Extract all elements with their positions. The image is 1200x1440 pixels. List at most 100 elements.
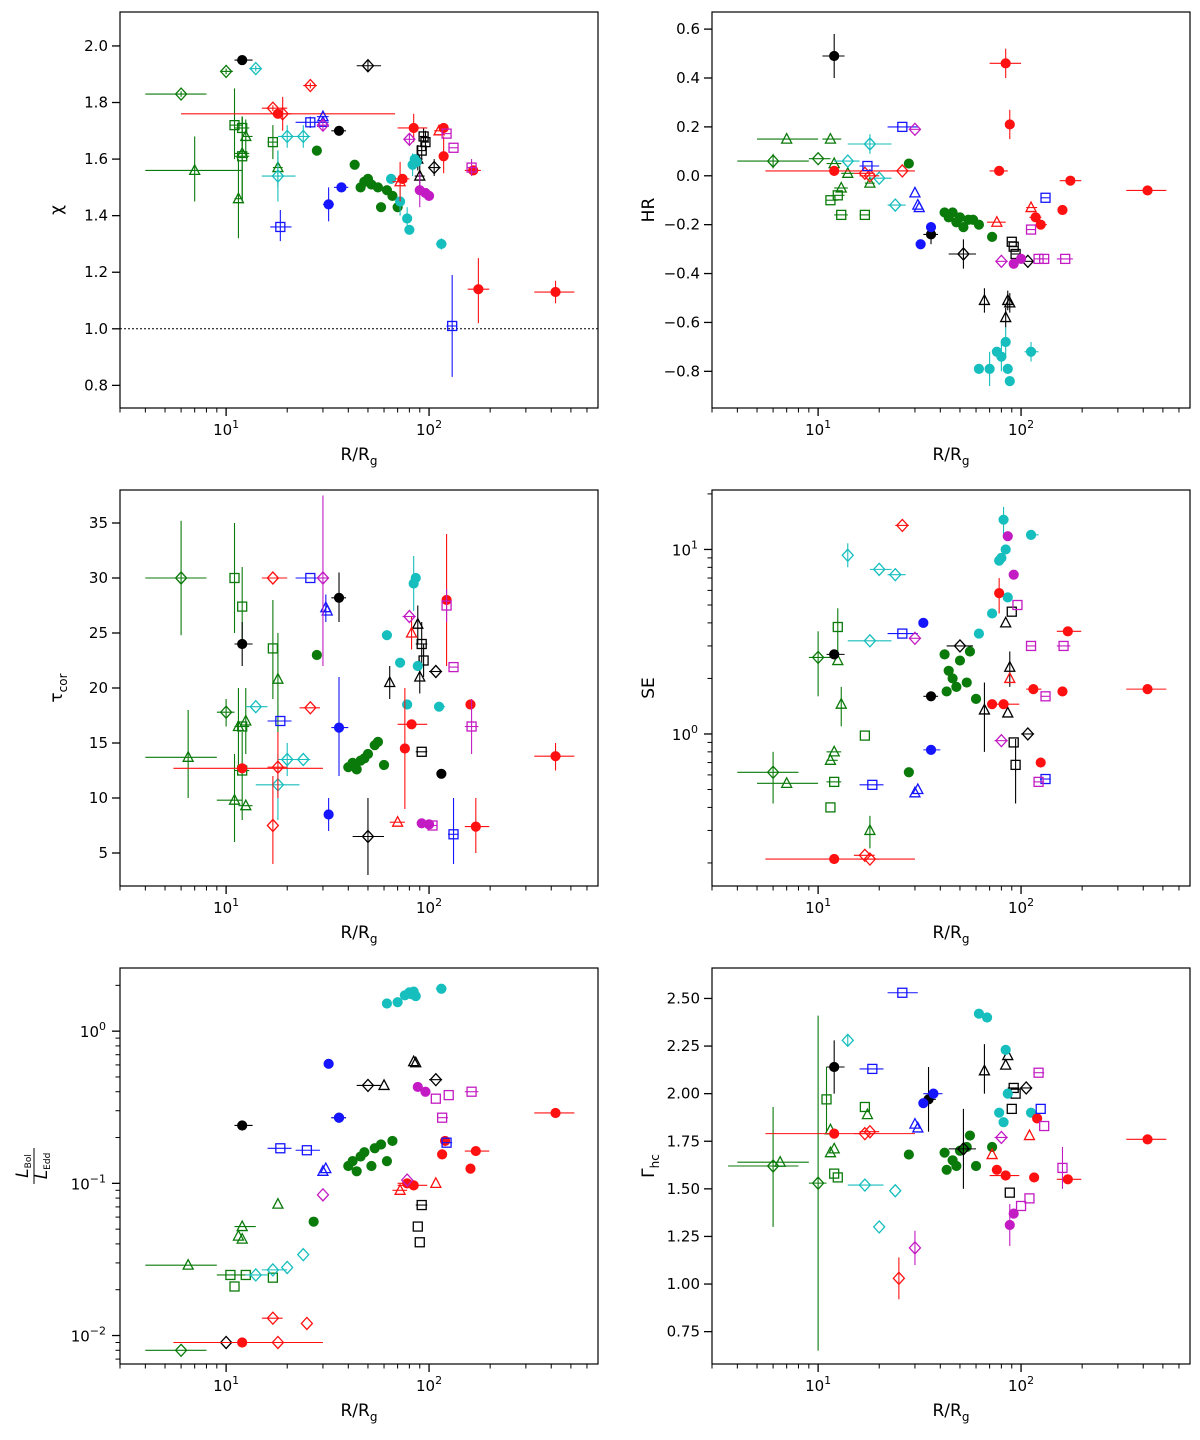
- x-axis-label: R/Rg: [341, 923, 378, 946]
- data-point-cyan-diamond: [872, 1219, 886, 1234]
- data-point-green-diamond: [174, 1343, 188, 1358]
- data-point-blue-square: [897, 628, 908, 639]
- data-point-black-square: [1004, 1187, 1015, 1198]
- data-point-cyan-diamond: [296, 752, 310, 767]
- data-point-red-diamond: [271, 1335, 285, 1350]
- y-tick-label: 1.6: [84, 150, 108, 168]
- data-point-magenta-square: [466, 1086, 477, 1097]
- data-point-green-triangle: [835, 697, 848, 709]
- x-tick-label: 101: [805, 418, 831, 439]
- data-point-green-diamond: [174, 87, 188, 101]
- y-tick-label: 2.0: [84, 37, 108, 55]
- y-tick-label: −0.4: [664, 265, 700, 283]
- data-point-cyan-diamond: [280, 752, 294, 767]
- data-point-green-circle: [351, 1166, 362, 1177]
- data-point-cyan-circle: [402, 213, 413, 224]
- data-point-green-triangle: [239, 798, 252, 811]
- data-point-red-circle: [237, 1337, 248, 1348]
- y-tick-label: 25: [89, 624, 108, 642]
- data-point-blue-triangle: [908, 785, 922, 798]
- data-point-blue-square: [448, 829, 459, 840]
- data-point-green-circle: [311, 145, 322, 156]
- data-point-red-triangle: [1023, 1128, 1036, 1141]
- data-point-blue-circle: [925, 222, 937, 233]
- data-point-magenta-diamond: [403, 609, 416, 624]
- data-point-magenta-square: [448, 661, 459, 673]
- panel-chi: 101 102 0.8 1.0 1.2 1.4 1.6 1.8 2.0 R/Rg χ: [47, 11, 599, 468]
- data-point-cyan-circle: [402, 699, 413, 710]
- data-point-magenta-diamond: [403, 132, 416, 147]
- data-points: [737, 506, 1167, 866]
- data-point-green-circle: [375, 202, 387, 213]
- data-point-black-diamond: [957, 1141, 970, 1156]
- data-point-black-square: [416, 638, 427, 650]
- data-point-black-square: [1008, 1082, 1019, 1094]
- data-point-magenta-circle: [423, 819, 435, 830]
- data-point-red-circle: [406, 719, 417, 730]
- data-point-cyan-diamond: [266, 1262, 280, 1277]
- data-point-red-circle: [408, 1180, 419, 1191]
- data-point-black-circle: [829, 50, 840, 62]
- y-tick-label: 0.75: [667, 1323, 700, 1341]
- data-point-black-circle: [237, 54, 248, 66]
- data-point-magenta-diamond: [908, 631, 922, 646]
- plot-frame: [119, 489, 599, 887]
- data-point-green-circle: [986, 231, 998, 242]
- data-point-green-circle: [939, 1147, 950, 1158]
- data-point-green-square: [836, 209, 847, 221]
- data-point-magenta-diamond: [908, 122, 922, 137]
- data-point-green-circle: [387, 190, 398, 201]
- data-point-black-circle: [333, 125, 345, 136]
- data-point-green-triangle: [824, 1145, 837, 1158]
- panel-tau-cor: 101 102 5 10 15 20 25 30 35 R/Rg τcor: [47, 489, 599, 946]
- data-point-blue-square: [897, 987, 908, 998]
- data-point-green-circle: [359, 1147, 370, 1158]
- data-point-red-circle: [991, 1164, 1002, 1175]
- x-tick-label: 102: [416, 896, 442, 917]
- data-point-magenta-square: [1033, 776, 1044, 788]
- data-point-magenta-square: [1025, 224, 1037, 235]
- data-point-red-diamond: [266, 571, 280, 585]
- data-point-cyan-diamond: [280, 129, 294, 144]
- data-point-cyan-circle: [411, 156, 422, 168]
- y-tick-label: 2.25: [667, 1037, 700, 1055]
- data-points: [737, 34, 1167, 387]
- data-point-cyan-diamond: [249, 1268, 263, 1282]
- data-point-cyan-diamond: [858, 1178, 872, 1193]
- data-point-red-circle: [1000, 58, 1011, 69]
- data-point-green-circle: [939, 649, 950, 660]
- data-point-magenta-square: [1057, 1162, 1068, 1174]
- data-point-black-square: [416, 1199, 427, 1211]
- data-point-magenta-square: [1039, 253, 1050, 265]
- data-point-green-square: [229, 572, 240, 584]
- y-tick-label: 1.8: [84, 94, 108, 112]
- y-tick-label: 1.4: [84, 207, 108, 225]
- data-point-magenta-circle: [420, 1086, 431, 1097]
- data-point-magenta-square: [430, 1093, 441, 1104]
- data-points: [145, 983, 575, 1358]
- data-points: [728, 987, 1167, 1351]
- data-point-magenta-diamond: [908, 1240, 922, 1255]
- y-tick-label: −0.6: [664, 313, 700, 331]
- data-point-black-triangle: [999, 615, 1012, 628]
- y-tick-label: 10: [89, 789, 108, 807]
- data-point-magenta-square: [441, 600, 452, 611]
- data-point-red-circle: [237, 763, 248, 774]
- data-point-blue-square: [447, 320, 458, 332]
- data-point-red-circle: [1004, 119, 1015, 130]
- y-tick-label: 2.50: [667, 989, 700, 1007]
- data-point-cyan-circle: [433, 701, 445, 712]
- data-point-green-circle: [308, 1216, 319, 1227]
- data-point-black-triangle: [411, 617, 424, 629]
- data-point-red-diamond: [266, 1311, 280, 1326]
- data-point-green-triangle: [861, 1107, 874, 1120]
- data-point-red-circle: [438, 151, 449, 162]
- data-point-blue-square: [867, 779, 878, 790]
- data-point-red-circle: [1142, 185, 1153, 196]
- data-point-cyan-circle: [986, 608, 998, 619]
- x-tick-label: 101: [213, 418, 239, 439]
- data-point-cyan-diamond: [249, 61, 263, 76]
- data-point-red-circle: [399, 743, 410, 754]
- data-point-green-circle: [378, 759, 390, 771]
